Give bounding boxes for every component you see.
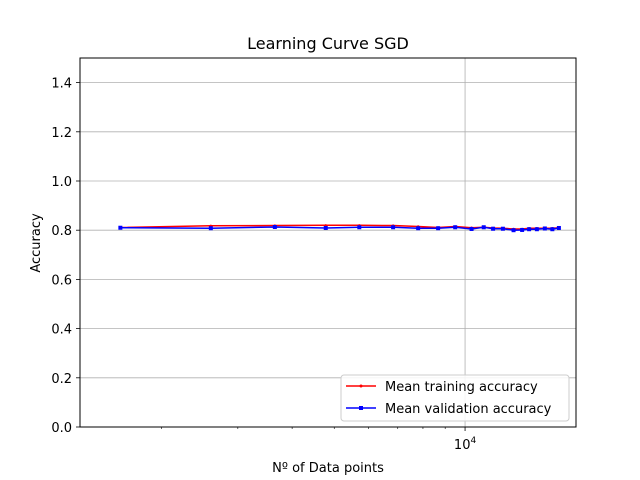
legend-box	[340, 374, 570, 422]
legend-marker-training	[359, 384, 363, 388]
y-axis-label: Accuracy	[29, 213, 44, 273]
y-tick-label: 0.8	[51, 224, 72, 239]
y-tick-label: 1.4	[51, 77, 72, 92]
data-point-validation	[118, 225, 123, 230]
y-tick-label: 1.0	[51, 175, 72, 190]
data-point-training	[324, 224, 327, 227]
data-point-validation	[323, 225, 328, 230]
y-tick-label: 0.2	[51, 372, 72, 387]
y-tick-label: 0.4	[51, 323, 72, 338]
data-point-validation	[511, 228, 516, 233]
data-point-validation	[556, 225, 561, 230]
x-axis-label: Nº of Data points	[272, 461, 384, 476]
data-point-validation	[491, 226, 496, 231]
series-layer	[118, 224, 561, 233]
data-point-validation	[527, 227, 532, 232]
data-point-validation	[272, 225, 277, 230]
data-point-validation	[542, 226, 547, 231]
y-tick-label: 0.6	[51, 273, 72, 288]
data-point-validation	[500, 226, 505, 231]
plot-frame	[79, 57, 577, 428]
legend-marker-validation	[359, 406, 363, 410]
data-point-validation	[208, 226, 213, 231]
y-axis-ticks: 0.0 0.2 0.4 0.6 0.8 1.0 1.2 1.4	[51, 77, 80, 436]
legend-label-training: Mean training accuracy	[385, 380, 538, 395]
data-point-validation	[534, 227, 539, 232]
data-point-validation	[357, 225, 362, 230]
legend: Mean training accuracy Mean validation a…	[340, 374, 570, 422]
chart-title: Learning Curve SGD	[247, 34, 409, 53]
data-point-validation	[453, 225, 458, 230]
data-point-validation	[520, 227, 525, 232]
data-point-validation	[550, 227, 555, 232]
data-point-validation	[391, 225, 396, 230]
data-point-validation	[469, 226, 474, 231]
data-point-validation	[436, 226, 441, 231]
y-tick-label: 1.2	[51, 126, 72, 141]
data-point-validation	[481, 225, 486, 230]
legend-label-validation: Mean validation accuracy	[385, 402, 552, 417]
y-tick-label: 0.0	[51, 421, 72, 436]
data-point-validation	[416, 226, 421, 231]
